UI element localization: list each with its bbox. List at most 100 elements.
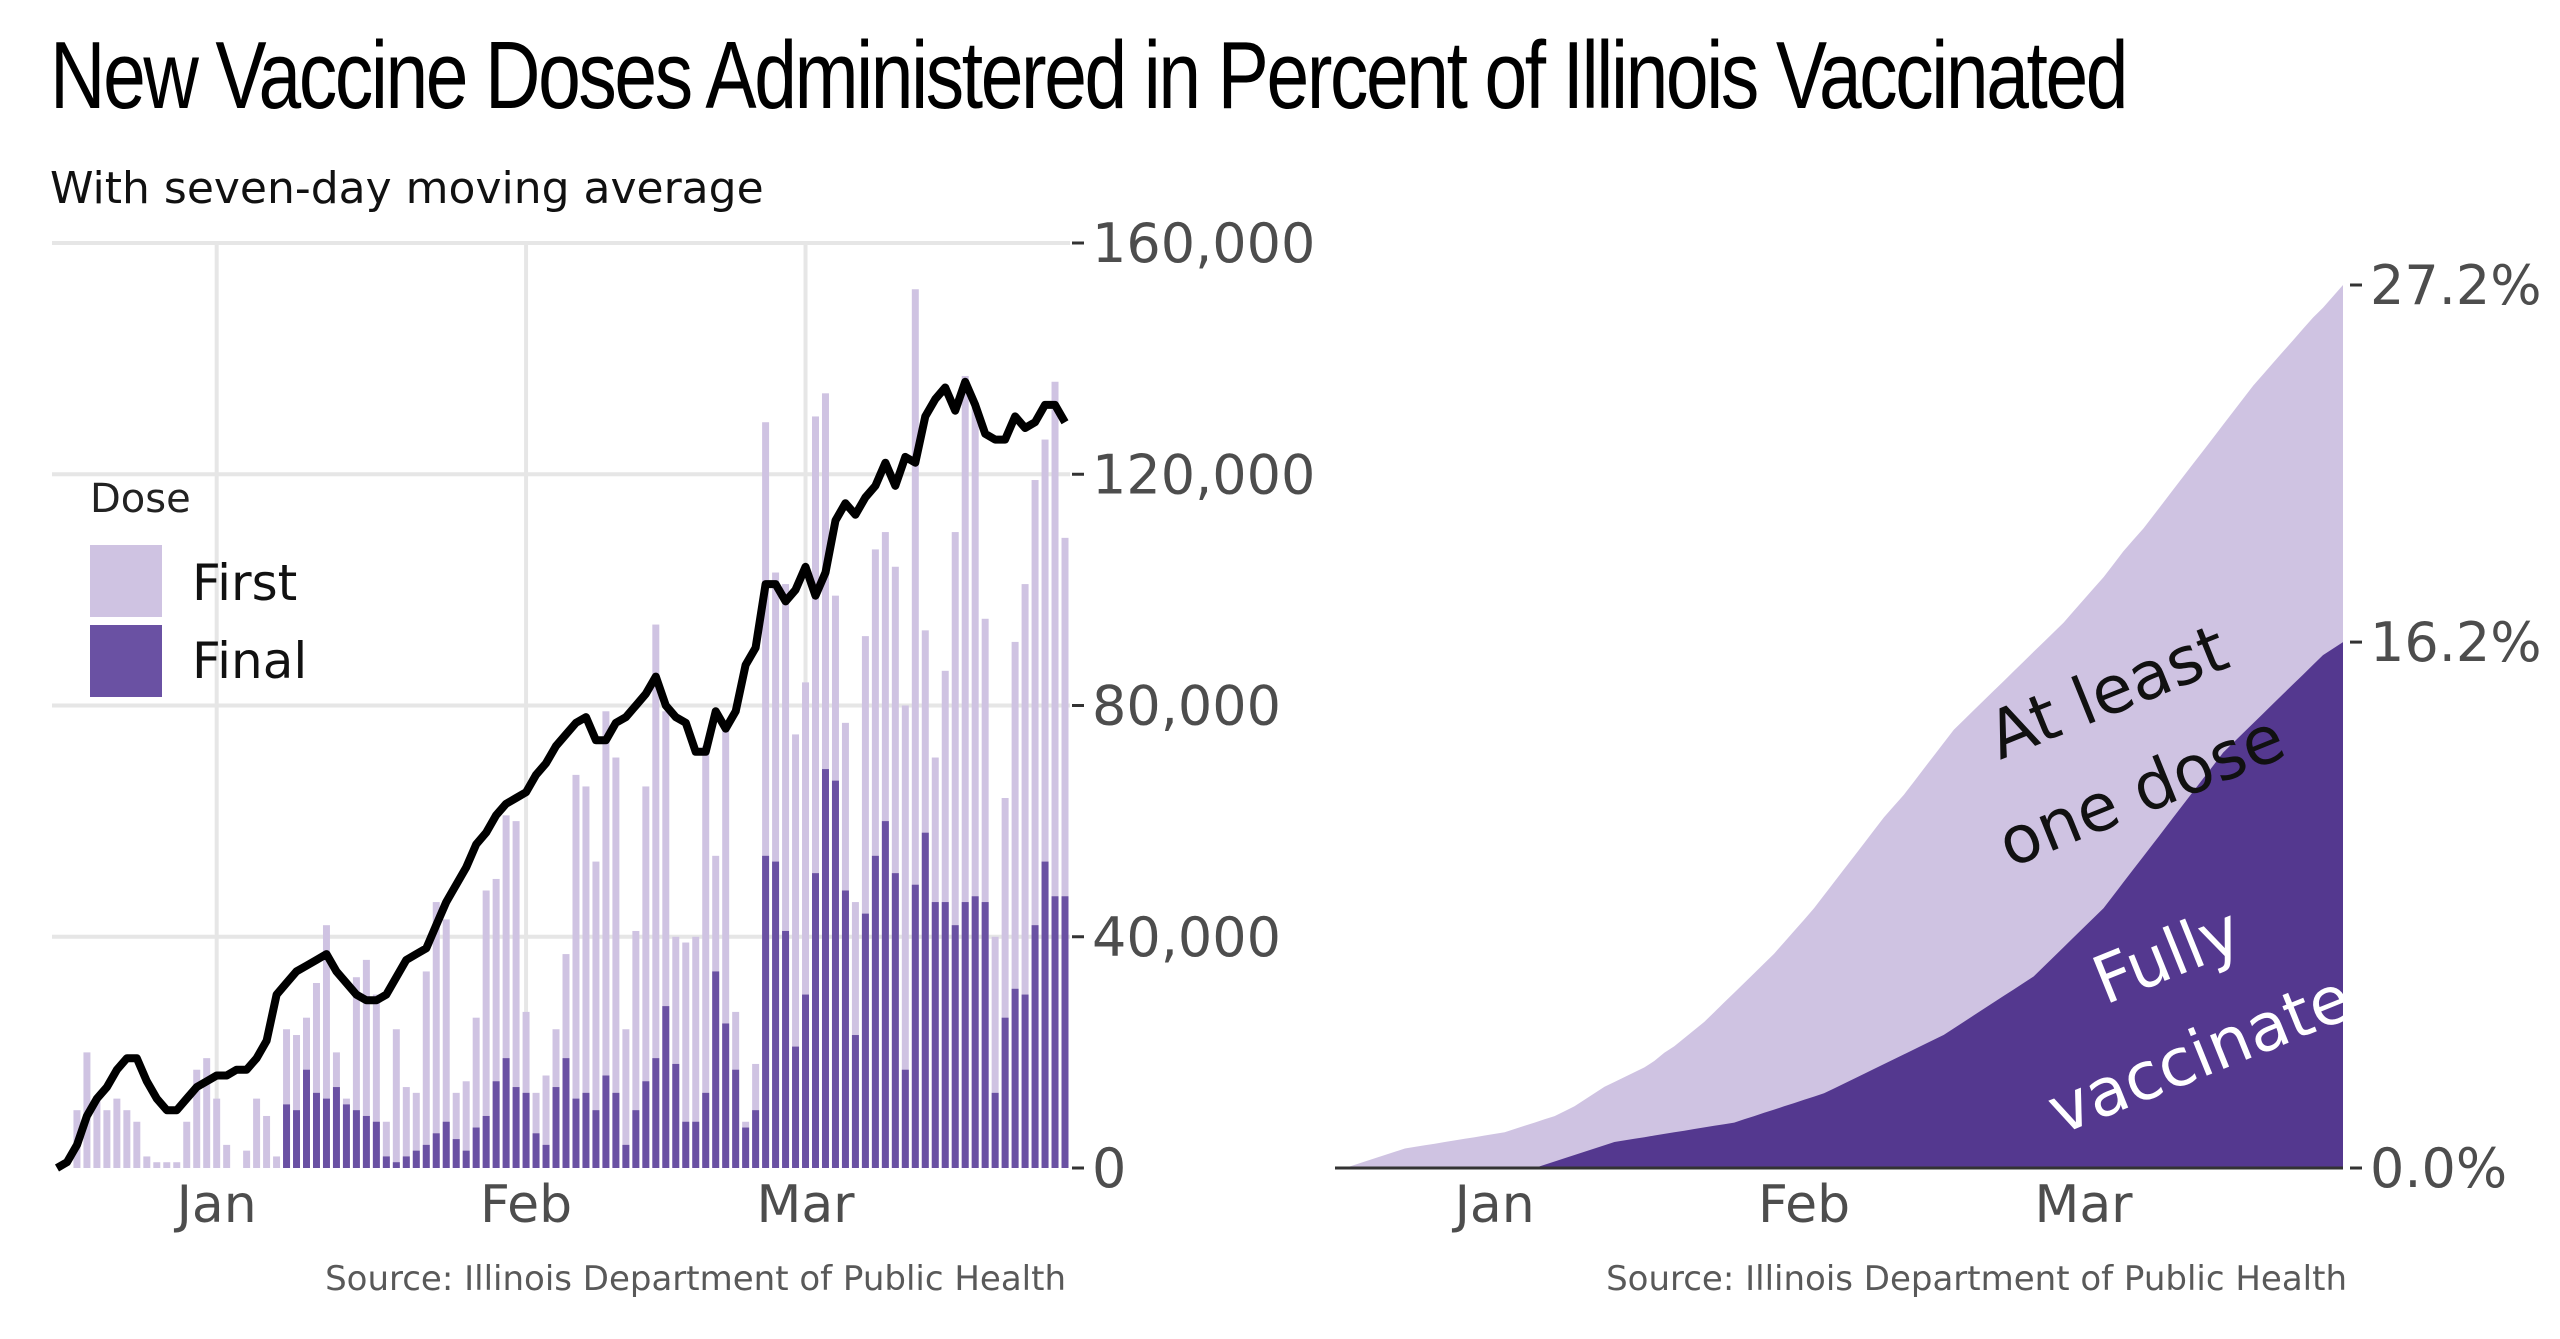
bar-final (562, 1058, 570, 1168)
bar-final (602, 1075, 610, 1168)
bar-final (642, 1081, 650, 1168)
chart-subtitle: With seven-day moving average (50, 163, 764, 214)
bar-first (392, 1029, 400, 1168)
bar-final (492, 1081, 500, 1168)
legend-swatch-final (90, 625, 162, 697)
bar-first (1011, 641, 1019, 1168)
left-x-axis: Jan Feb Mar (174, 1175, 856, 1235)
bar-first (163, 1162, 171, 1168)
bar-final (931, 902, 939, 1168)
bar-final (632, 1110, 640, 1168)
bar-first (382, 1121, 390, 1168)
bar-final (502, 1058, 510, 1168)
bar-final (532, 1133, 540, 1168)
bar-final (841, 890, 849, 1168)
legend-swatch-first (90, 545, 162, 617)
bar-first (153, 1162, 161, 1168)
right-x-axis: Jan Feb Mar (1452, 1175, 2134, 1235)
right-source-note: Source: Illinois Department of Public He… (1606, 1259, 2347, 1299)
bar-final (432, 1133, 440, 1168)
legend-label-first: First (192, 554, 297, 612)
bar-final (712, 971, 720, 1168)
bar-final (802, 994, 810, 1168)
bar-first (1061, 537, 1069, 1168)
bar-first (1041, 439, 1049, 1168)
x-tick-label: Mar (2034, 1175, 2133, 1235)
bar-first (123, 1110, 131, 1168)
bar-final (572, 1098, 580, 1168)
bar-final (1051, 896, 1059, 1168)
bar-first (442, 919, 450, 1168)
bar-first (1051, 381, 1059, 1168)
bar-first (362, 959, 370, 1168)
bar-final (881, 821, 889, 1168)
bar-final (622, 1144, 630, 1168)
bar-first (602, 711, 610, 1168)
bar-final (303, 1069, 310, 1168)
x-tick-label: Jan (1452, 1175, 1535, 1235)
bar-final (462, 1150, 470, 1168)
bar-final (283, 1104, 291, 1168)
bar-first (532, 1092, 540, 1168)
bar-first (133, 1121, 141, 1168)
bar-first (1001, 798, 1009, 1168)
bar-final (891, 873, 899, 1168)
bar-first (981, 618, 989, 1168)
bar-first (263, 1115, 271, 1168)
legend-label-final: Final (192, 632, 307, 690)
bar-final (1001, 1017, 1009, 1168)
bar-final (422, 1144, 430, 1168)
legend-title: Dose (90, 476, 191, 522)
bar-final (332, 1087, 340, 1168)
bar-first (432, 902, 440, 1168)
bar-final (672, 1063, 680, 1168)
y-tick-label: 80,000 (1092, 675, 1281, 738)
average-line (54, 377, 1069, 1172)
bar-final (941, 902, 949, 1168)
bar-final (861, 913, 869, 1168)
bar-final (921, 832, 929, 1168)
bar-first (293, 1035, 301, 1168)
bar-first (402, 1087, 410, 1168)
bar-final (722, 1023, 730, 1168)
bar-first (512, 821, 520, 1168)
bar-first (652, 624, 660, 1168)
left-y-axis: 0 40,000 80,000 120,000 160,000 (1072, 212, 1315, 1200)
left-source-note: Source: Illinois Department of Public He… (325, 1259, 1066, 1299)
bar-first (692, 936, 700, 1168)
bar-final (911, 884, 919, 1168)
bar-first (582, 786, 590, 1168)
y-tick-label: 0.0% (2370, 1137, 2507, 1200)
bar-first (482, 890, 490, 1168)
bar-final (362, 1115, 370, 1168)
bar-final (981, 902, 989, 1168)
bar-final (1011, 988, 1019, 1168)
y-tick-label: 27.2% (2370, 254, 2542, 317)
bar-final (612, 1092, 620, 1168)
y-tick-label: 160,000 (1092, 212, 1315, 275)
bar-first (422, 971, 430, 1168)
bar-first (522, 1011, 530, 1168)
bar-first (183, 1121, 191, 1168)
bar-first (901, 705, 909, 1168)
chart-title: New Vaccine Doses Administered in Percen… (50, 22, 2129, 129)
bar-final (702, 1092, 710, 1168)
bar-final (772, 861, 780, 1168)
bar-first (782, 584, 790, 1168)
bar-final (1031, 925, 1039, 1168)
bar-first (802, 682, 810, 1168)
bar-first (891, 566, 899, 1168)
bar-final (792, 1046, 800, 1168)
bar-final (732, 1069, 740, 1168)
bar-final (582, 1092, 590, 1168)
bar-first (412, 1092, 420, 1168)
area-fully-vaccinated (1335, 642, 2343, 1168)
bar-first (243, 1150, 251, 1168)
bar-final (961, 902, 969, 1168)
x-tick-label: Feb (480, 1175, 572, 1235)
bar-final (752, 1110, 760, 1168)
bar-first (452, 1092, 460, 1168)
bar-first (961, 375, 969, 1168)
bar-final (831, 780, 839, 1168)
